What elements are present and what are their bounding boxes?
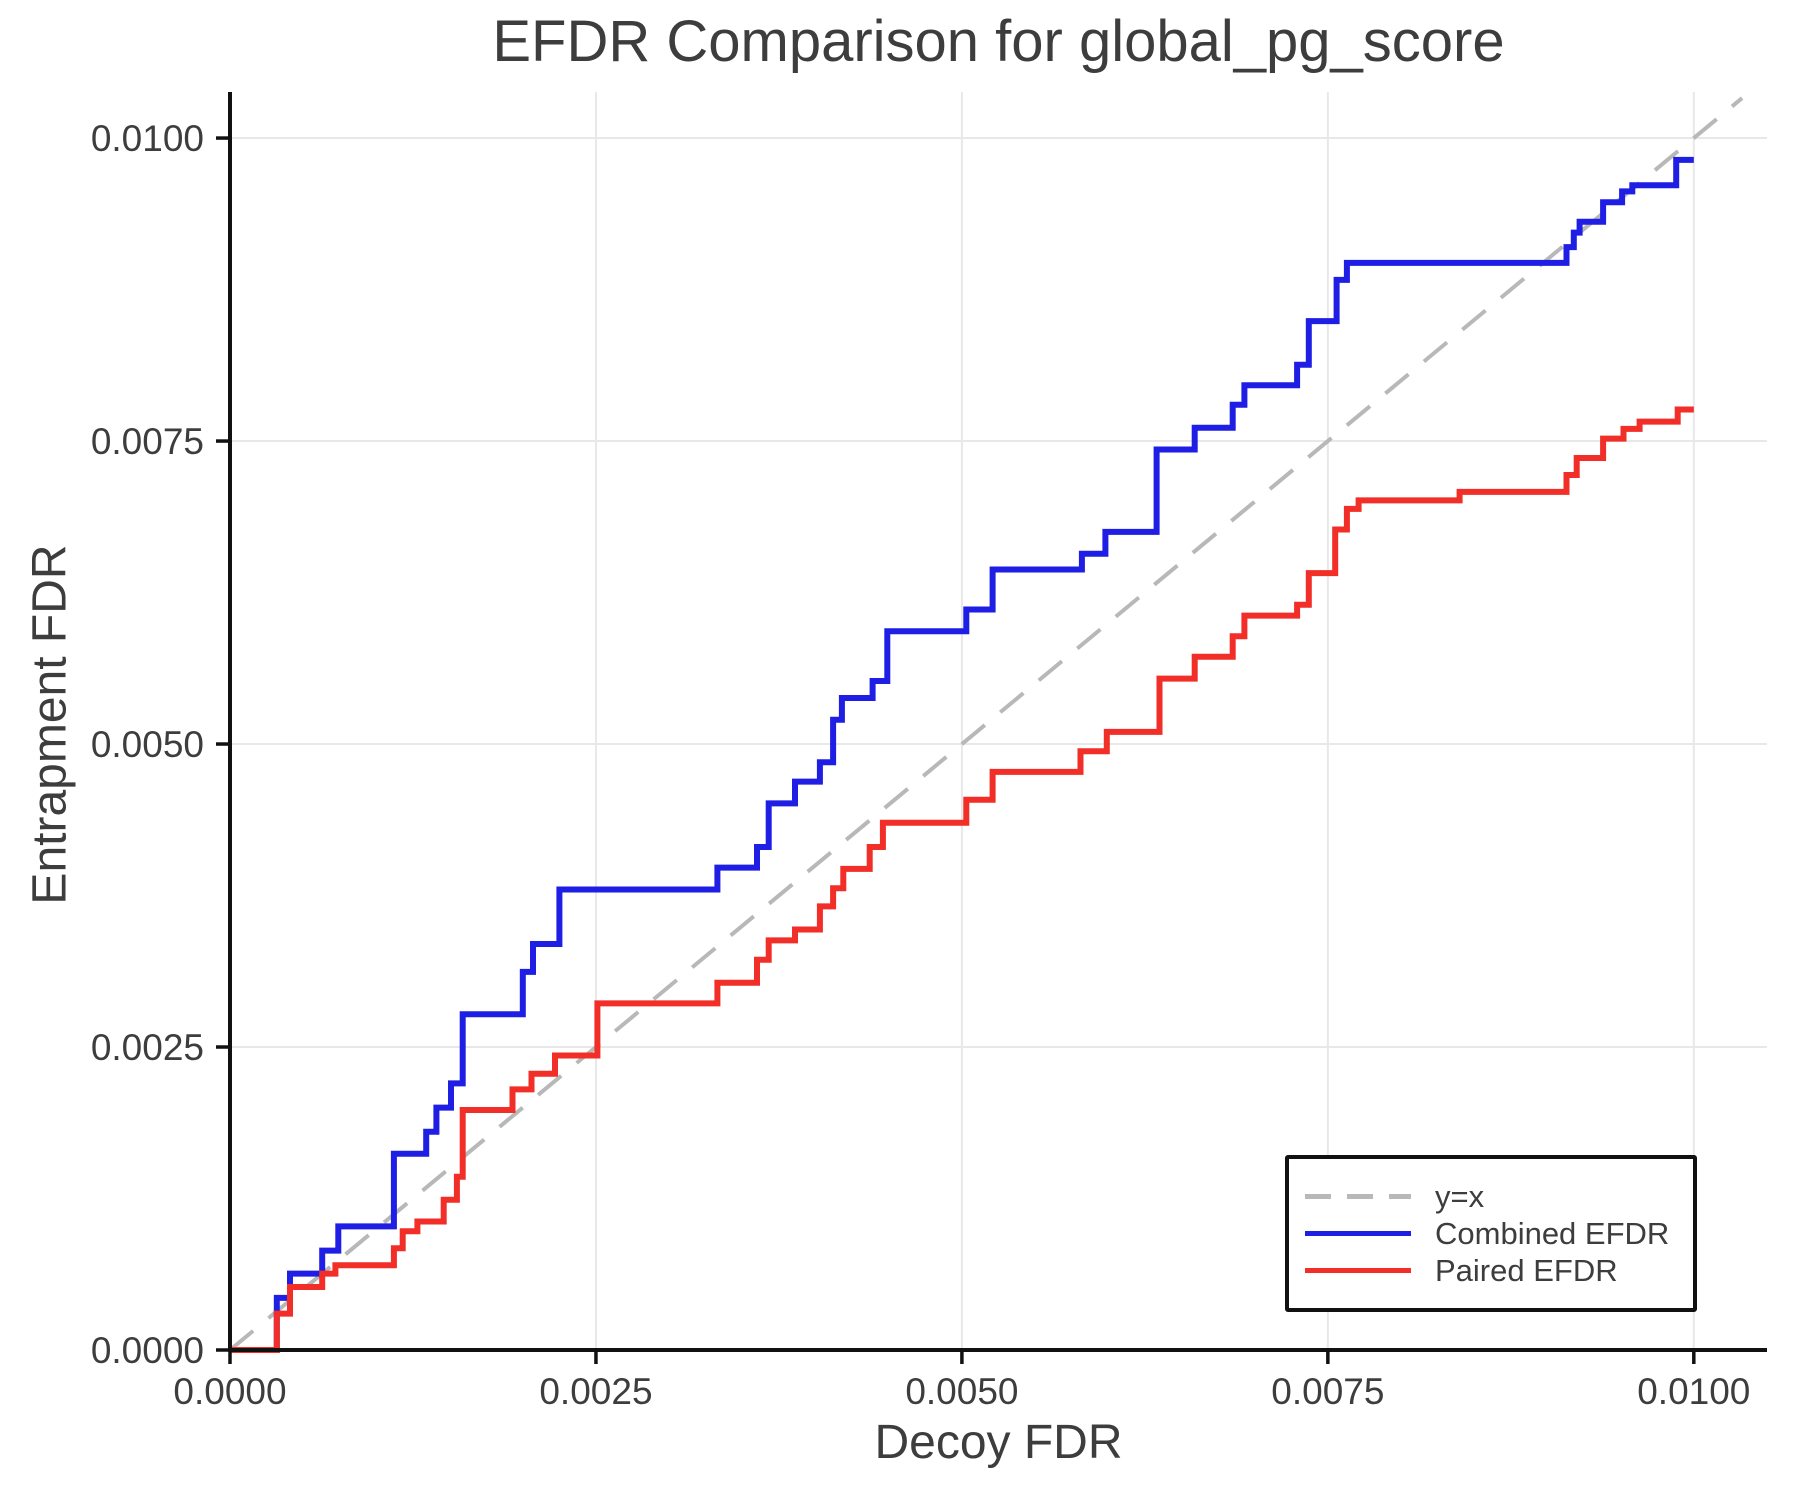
legend-label: y=x bbox=[1435, 1179, 1485, 1214]
x-tick-label: 0.0075 bbox=[1271, 1371, 1384, 1412]
x-axis-label: Decoy FDR bbox=[874, 1416, 1123, 1469]
legend-label: Paired EFDR bbox=[1435, 1253, 1618, 1288]
y-tick-label: 0.0025 bbox=[91, 1027, 204, 1068]
legend: y=x Combined EFDR Paired EFDR bbox=[1285, 1155, 1697, 1312]
x-tick-label: 0.0025 bbox=[539, 1371, 652, 1412]
red-line-swatch bbox=[1305, 1268, 1411, 1273]
y-tick-label: 0.0075 bbox=[91, 421, 204, 462]
legend-item-yx: y=x bbox=[1305, 1178, 1693, 1215]
x-tick-label: 0.0000 bbox=[173, 1371, 286, 1412]
legend-item-combined-efdr: Combined EFDR bbox=[1305, 1215, 1693, 1252]
chart-title: EFDR Comparison for global_pg_score bbox=[492, 9, 1505, 74]
paired-efdr-curve bbox=[230, 406, 1694, 1353]
legend-item-paired-efdr: Paired EFDR bbox=[1305, 1252, 1693, 1289]
y-tick-label: 0.0100 bbox=[91, 118, 204, 159]
legend-label: Combined EFDR bbox=[1435, 1216, 1670, 1251]
combined-efdr-curve bbox=[230, 156, 1694, 1353]
x-tick-label: 0.0050 bbox=[905, 1371, 1018, 1412]
y-axis-label: Entrapment FDR bbox=[23, 544, 77, 905]
x-tick-label: 0.0100 bbox=[1637, 1371, 1750, 1412]
y-tick-label: 0.0050 bbox=[91, 724, 204, 765]
y-tick-label: 0.0000 bbox=[91, 1330, 204, 1371]
blue-line-swatch bbox=[1305, 1231, 1411, 1236]
identity-line bbox=[228, 96, 1744, 1352]
dashed-line-swatch bbox=[1305, 1194, 1411, 1199]
